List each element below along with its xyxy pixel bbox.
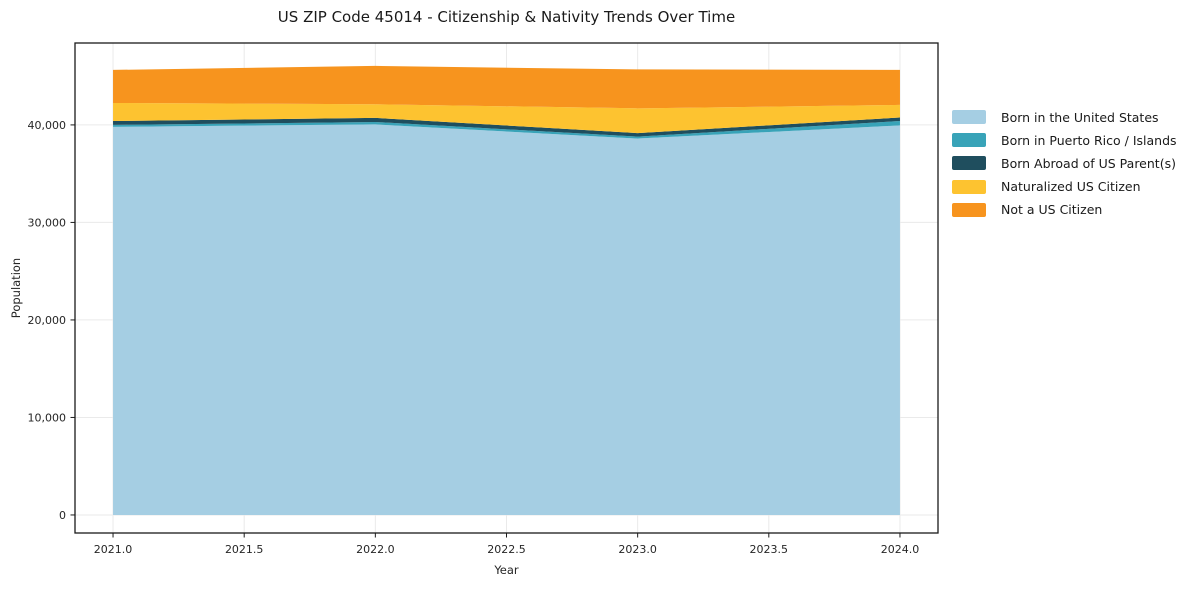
x-axis-label: Year bbox=[494, 563, 519, 577]
x-tick-label: 2023.0 bbox=[618, 543, 657, 556]
x-tick-label: 2024.0 bbox=[881, 543, 920, 556]
area-born-us bbox=[113, 124, 900, 515]
legend-swatch-born-pr bbox=[952, 133, 986, 148]
y-tick-label: 0 bbox=[59, 509, 66, 522]
area-born-pr bbox=[113, 121, 900, 139]
legend-label-born-us: Born in the United States bbox=[1001, 109, 1159, 125]
area-born-abroad bbox=[113, 117, 900, 137]
x-tick-label: 2021.5 bbox=[225, 543, 264, 556]
legend-label-not-citizen: Not a US Citizen bbox=[1001, 202, 1103, 218]
y-tick-label: 10,000 bbox=[28, 411, 67, 424]
legend-item-born-abroad: Born Abroad of US Parent(s) bbox=[952, 155, 1177, 171]
legend-item-naturalized: Naturalized US Citizen bbox=[952, 179, 1177, 195]
legend: Born in the United States Born in Puerto … bbox=[952, 110, 1177, 226]
chart-title: US ZIP Code 45014 - Citizenship & Nativi… bbox=[277, 8, 736, 26]
x-tick-label: 2023.5 bbox=[750, 543, 789, 556]
x-tick-label: 2021.0 bbox=[94, 543, 133, 556]
area-naturalized bbox=[113, 102, 900, 134]
legend-label-born-pr: Born in Puerto Rico / Islands bbox=[1001, 132, 1177, 148]
y-tick-label: 20,000 bbox=[28, 314, 67, 327]
legend-item-born-us: Born in the United States bbox=[952, 109, 1177, 125]
x-tick-label: 2022.5 bbox=[487, 543, 526, 556]
y-tick-label: 40,000 bbox=[28, 119, 67, 132]
legend-label-born-abroad: Born Abroad of US Parent(s) bbox=[1001, 155, 1176, 171]
legend-label-naturalized: Naturalized US Citizen bbox=[1001, 179, 1141, 195]
y-tick-label: 30,000 bbox=[28, 216, 67, 229]
legend-swatch-naturalized bbox=[952, 179, 986, 194]
legend-item-not-citizen: Not a US Citizen bbox=[952, 202, 1177, 218]
legend-swatch-born-us bbox=[952, 110, 986, 124]
legend-swatch-born-abroad bbox=[952, 156, 986, 171]
legend-swatch-not-citizen bbox=[952, 202, 986, 217]
area-not-citizen bbox=[113, 65, 900, 109]
x-tick-label: 2022.0 bbox=[356, 543, 395, 556]
y-axis-label: Population bbox=[9, 257, 23, 319]
legend-item-born-pr: Born in Puerto Rico / Islands bbox=[952, 132, 1177, 148]
